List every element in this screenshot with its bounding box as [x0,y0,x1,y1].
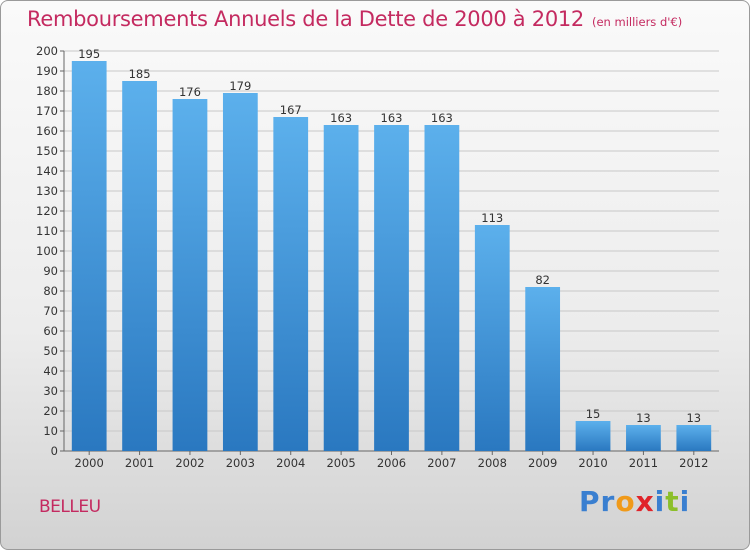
x-tick-label: 2010 [578,456,607,470]
logo-letter: t [665,485,680,518]
data-label: 167 [280,103,302,117]
logo-letter: i [679,485,691,518]
y-tick-label: 40 [43,364,58,378]
bar-2007 [424,125,460,451]
proxiti-logo: Proxiti [579,485,690,518]
bar-2002 [172,99,208,451]
y-tick-label: 180 [36,84,58,98]
y-tick-label: 150 [36,144,58,158]
bar-2003 [222,93,258,451]
y-tick-label: 110 [36,224,58,238]
data-label: 163 [330,111,352,125]
x-tick-label: 2009 [528,456,557,470]
chart-title: Remboursements Annuels de la Dette de 20… [27,7,682,31]
y-tick-label: 170 [36,104,58,118]
y-tick-label: 100 [36,244,58,258]
x-tick-label: 2002 [175,456,204,470]
bar-2006 [374,125,409,451]
y-tick-label: 0 [51,444,58,458]
data-label: 82 [535,273,550,287]
title-text: Remboursements Annuels de la Dette de 20… [27,7,584,31]
y-tick-label: 80 [43,284,58,298]
x-tick-label: 2007 [427,456,456,470]
logo-letter: P [579,485,601,518]
y-tick-label: 70 [43,304,58,318]
data-label: 163 [381,111,403,125]
location-label: BELLEU [39,497,101,517]
y-tick-label: 160 [36,124,58,138]
y-tick-label: 120 [36,204,58,218]
x-tick-label: 2000 [75,456,104,470]
bar-2009 [525,287,561,451]
y-tick-label: 10 [43,424,58,438]
y-tick-label: 60 [43,324,58,338]
y-tick-label: 130 [36,184,58,198]
y-tick-label: 190 [36,64,58,78]
x-tick-label: 2012 [679,456,708,470]
logo-letter: r [600,485,616,518]
data-label: 195 [78,47,100,61]
x-tick-label: 2011 [629,456,658,470]
data-label: 185 [129,67,151,81]
data-label: 163 [431,111,453,125]
logo-letter: x [635,485,655,518]
data-label: 113 [481,211,503,225]
bar-2011 [626,425,661,451]
bar-2012 [676,425,712,451]
data-label: 179 [229,79,251,93]
y-tick-label: 30 [43,384,58,398]
bar-2000 [71,61,107,451]
bar-2001 [122,81,157,451]
bars [71,61,712,451]
labels: 0 10 20 30 40 50 60 70 80 90 100 110 120 130 140 150 160… [36,44,708,470]
bar-2010 [575,421,611,451]
data-label: 13 [636,411,651,425]
bar-2008 [474,225,510,451]
x-tick-label: 2003 [226,456,255,470]
x-tick-label: 2006 [377,456,406,470]
data-label: 176 [179,85,201,99]
y-tick-label: 90 [43,264,58,278]
bar-2004 [273,117,309,451]
data-label: 13 [686,411,701,425]
x-tick-label: 2001 [125,456,154,470]
y-tick-label: 20 [43,404,58,418]
bar-2005 [323,125,359,451]
x-tick-label: 2005 [326,456,355,470]
chart-subtitle: (en milliers d'€) [592,15,683,29]
y-tick-label: 140 [36,164,58,178]
data-label: 15 [586,407,601,421]
x-tick-label: 2008 [478,456,507,470]
logo-letter: i [654,485,666,518]
y-tick-label: 200 [36,44,58,58]
x-tick-label: 2004 [276,456,305,470]
logo-letter: o [615,485,636,518]
y-tick-label: 50 [43,344,58,358]
